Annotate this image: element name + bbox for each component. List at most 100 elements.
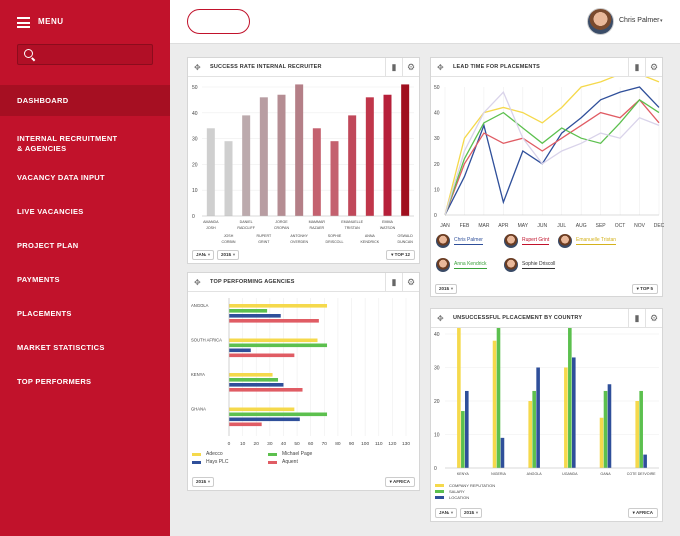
bar — [635, 401, 640, 468]
bar — [229, 304, 328, 308]
performer-item[interactable]: Sophie Driscoll — [504, 258, 556, 272]
year-select[interactable]: 2015 ▲▼ — [217, 250, 239, 260]
sidebar-item-dashboard[interactable]: DASHBOARD — [0, 85, 170, 116]
year-select[interactable]: 2015 ▲▼ — [435, 284, 457, 294]
performer-item[interactable]: Rupert Grint — [504, 234, 550, 248]
success-rate-panel: ✥ SUCCESS RATE INTERNAL RECRUITER ▮ ⚙ 0 10 2… — [187, 57, 420, 264]
sidebar-item-vacancy-data-input[interactable]: VACANCY DATA INPUT — [0, 166, 170, 190]
x-tick-label: 70 — [322, 441, 328, 447]
region-dropdown[interactable]: ▾ AFRICA — [384, 477, 415, 487]
move-icon[interactable]: ✥ — [194, 278, 201, 287]
bar — [365, 97, 374, 216]
sidebar-item-project-plan[interactable]: PROJECT PLAN — [0, 234, 170, 258]
y-tick-label: SOUTH AFRICA — [191, 338, 222, 343]
y-tick-label: 30 — [434, 136, 440, 142]
legend-item: LOCATION — [435, 495, 469, 500]
x-tick-label: 10 — [240, 441, 246, 447]
bar — [383, 94, 392, 216]
y-tick-label: 0 — [192, 214, 195, 220]
legend-item: SALARY — [435, 489, 465, 494]
x-tick-label: 60 — [308, 441, 314, 447]
legend-item: Adecco — [192, 451, 223, 457]
x-tick-label: DRISCOLL — [326, 240, 344, 244]
x-tick-label: NOV — [634, 223, 646, 229]
sidebar-item-payments[interactable]: PAYMENTS — [0, 268, 170, 292]
series-line — [444, 98, 660, 216]
y-tick-label: 30 — [192, 137, 198, 143]
y-tick-label: 0 — [434, 213, 437, 219]
x-tick-label: WATSON — [380, 226, 396, 230]
x-tick-label: 120 — [388, 441, 396, 447]
sidebar-item-label: TOP PERFORMERS — [17, 377, 92, 386]
x-tick-label: KENDRICK — [361, 240, 380, 244]
sidebar-item-label: LIVE VACANCIES — [17, 207, 84, 216]
x-tick-label: MAMMAR — [309, 220, 326, 224]
x-tick-label: JAN — [440, 223, 450, 229]
unsuccessful-legend: COMPANY REPUTATION SALARY LOCATION — [431, 483, 664, 503]
y-tick-label: KENYA — [191, 372, 205, 377]
gear-icon[interactable]: ⚙ — [645, 309, 662, 327]
avatar — [558, 234, 572, 248]
legend-swatch — [192, 460, 201, 464]
sidebar-item-live-vacancies[interactable]: LIVE VACANCIES — [0, 200, 170, 224]
search-input[interactable] — [17, 44, 153, 65]
chevron-down-icon[interactable]: ▾ — [660, 18, 663, 24]
gear-icon[interactable]: ⚙ — [402, 58, 419, 76]
sidebar-item-market-statisctics[interactable]: MARKET STATISCTICS — [0, 336, 170, 360]
bar-chart-icon[interactable]: ▮ — [385, 58, 402, 76]
move-icon[interactable]: ✥ — [194, 63, 201, 72]
sidebar-item-label: PROJECT PLAN — [17, 241, 79, 250]
bar-chart-icon[interactable]: ▮ — [385, 273, 402, 291]
performer-item[interactable]: Anna Kendrick — [436, 258, 487, 272]
x-tick-label: KENYA — [457, 472, 470, 476]
x-tick-label: 80 — [335, 441, 341, 447]
bar — [229, 383, 284, 387]
success-rate-chart: 0 10 20 30 40 50 AMANDA JOSH JOSH CORBIN DANIEL RAD… — [192, 84, 414, 244]
x-tick-label: JORGE — [275, 220, 288, 224]
bar — [206, 128, 215, 216]
hamburger-icon[interactable] — [17, 17, 30, 28]
sidebar-item-internal-recruitment-agencies[interactable]: INTERNAL RECRUITMENT & AGENCIES — [0, 120, 170, 168]
legend-item: Aquent — [268, 459, 298, 465]
month-select[interactable]: JAN ▲▼ — [192, 250, 214, 260]
bar — [401, 84, 410, 216]
move-icon[interactable]: ✥ — [437, 63, 444, 72]
gear-icon[interactable]: ⚙ — [402, 273, 419, 291]
legend-label: Hays PLC — [206, 459, 229, 465]
performer-item[interactable]: Chris Palmer — [436, 234, 483, 248]
gear-icon[interactable]: ⚙ — [645, 58, 662, 76]
sidebar-item-top-performers[interactable]: TOP PERFORMERS — [0, 370, 170, 394]
bar — [229, 343, 328, 348]
x-tick-label: 0 — [228, 441, 231, 447]
legend-item: COMPANY REPUTATION — [435, 483, 495, 488]
x-tick-label: RAZAER — [310, 226, 325, 230]
avatar[interactable] — [587, 8, 614, 35]
bar-chart-icon[interactable]: ▮ — [628, 58, 645, 76]
x-tick-label: CORBIN — [222, 240, 236, 244]
year-select[interactable]: 2015 ▲▼ — [460, 508, 482, 518]
sidebar-item-placements[interactable]: PLACEMENTS — [0, 302, 170, 326]
bar — [295, 84, 304, 216]
top-dropdown[interactable]: ▾ TOP 5 — [631, 284, 658, 294]
top-pill-button[interactable] — [187, 9, 250, 34]
x-tick-label: OSWALD — [397, 234, 413, 238]
user-name[interactable]: Chris Palmer — [619, 17, 660, 24]
x-tick-label: OVERDEN — [290, 240, 308, 244]
x-tick-label: ANTONHY — [290, 234, 308, 238]
bar-chart-icon[interactable]: ▮ — [628, 309, 645, 327]
month-select[interactable]: JAN ▲▼ — [435, 508, 457, 518]
move-icon[interactable]: ✥ — [437, 314, 444, 323]
performer-item[interactable]: Emanuelle Tristan — [558, 234, 617, 248]
top-dropdown[interactable]: ▾ TOP 12 — [386, 250, 415, 260]
y-tick-label: 10 — [434, 187, 440, 193]
legend-item: Michael Page — [268, 451, 312, 457]
bar — [496, 328, 501, 468]
x-tick-label: EMMA — [382, 220, 393, 224]
x-tick-label: COTE DE'IVOIRE — [627, 472, 656, 476]
lead-time-panel: ✥ LEAD TIME FOR PLACEMENTS ▮ ⚙ 0 10 20 30 40 50… — [430, 57, 664, 297]
legend-swatch — [268, 452, 277, 456]
region-dropdown[interactable]: ▾ AFRICA — [627, 508, 658, 518]
x-tick-label: CROPAN — [274, 226, 290, 230]
year-select[interactable]: 2015 ▲▼ — [192, 477, 214, 487]
x-tick-label: MAR — [478, 223, 490, 229]
